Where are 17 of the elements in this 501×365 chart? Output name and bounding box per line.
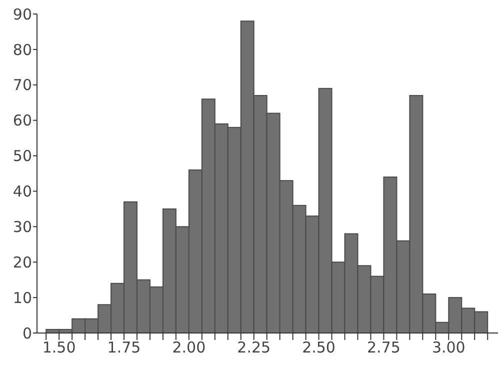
y-tick-label: 30 (12, 218, 32, 236)
y-tick-label: 40 (12, 182, 32, 201)
y-tick-label: 20 (12, 253, 32, 272)
y-tick-label: 60 (12, 112, 32, 130)
x-tick-label: 2.25 (237, 338, 271, 357)
x-tick-label: 2.75 (367, 338, 400, 357)
x-tick-label: 2.00 (172, 338, 206, 357)
y-tick-label: 50 (12, 147, 32, 166)
x-tick-label: 1.75 (107, 338, 141, 357)
x-tick-label: 1.50 (42, 338, 76, 357)
x-tick-label: 3.00 (432, 338, 466, 357)
y-tick-label: 80 (12, 40, 32, 59)
y-tick-label: 10 (12, 288, 32, 307)
x-tick-label: 2.50 (302, 338, 336, 357)
y-tick-label: 90 (12, 5, 32, 24)
y-tick-label: 70 (12, 76, 32, 94)
y-tick-label: 0 (22, 324, 32, 342)
